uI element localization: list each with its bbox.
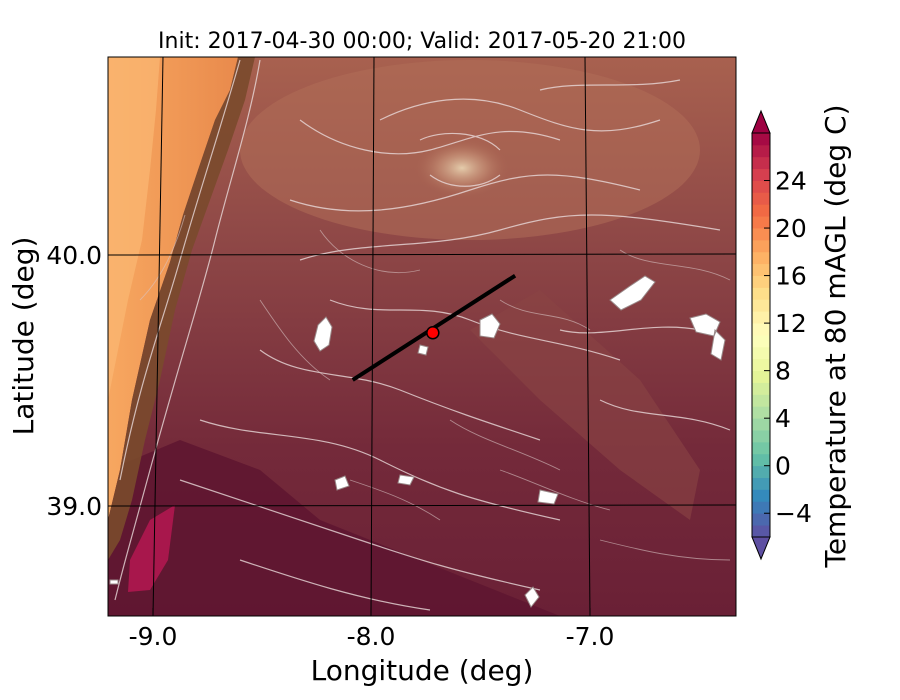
colorbar-segment bbox=[752, 133, 770, 146]
gridline-lon-minus7 bbox=[584, 56, 591, 617]
colorbar-segment bbox=[752, 525, 770, 538]
gridline-lon-minus9 bbox=[152, 56, 164, 617]
x-axis-label: Longitude (deg) bbox=[311, 654, 534, 687]
colorbar-segment bbox=[752, 311, 770, 324]
hot-pixel-area bbox=[128, 505, 175, 592]
colorbar-segment bbox=[752, 180, 770, 193]
colorbar-segment bbox=[752, 441, 770, 455]
colorbar-segment bbox=[752, 216, 770, 229]
colorbar-segment bbox=[752, 323, 770, 336]
x-tick-label-minus7: -7.0 bbox=[566, 622, 615, 651]
gridline-lat-40 bbox=[107, 253, 737, 256]
x-tick-label-minus8: -8.0 bbox=[347, 622, 396, 651]
colorbar-segment bbox=[752, 489, 770, 502]
colorbar-segment bbox=[752, 394, 770, 407]
colorbar-ticks: −4 0 4 8 12 16 20 24 bbox=[764, 167, 812, 528]
colorbar-segment bbox=[752, 287, 770, 300]
colorbar-segment bbox=[752, 263, 770, 276]
colorbar-segment bbox=[752, 382, 770, 395]
colorbar-segment bbox=[752, 346, 770, 360]
gridline-lat-39 bbox=[107, 504, 737, 507]
colorbar-segment bbox=[752, 418, 770, 431]
colorbar-tick-label: 16 bbox=[775, 262, 807, 291]
colorbar-segment bbox=[752, 477, 770, 490]
colorbar-segment bbox=[752, 204, 770, 217]
colorbar-segment bbox=[752, 168, 770, 181]
colorbar-segment bbox=[752, 156, 770, 170]
colorbar-segment bbox=[752, 465, 770, 478]
colorbar-extend-min bbox=[751, 536, 771, 561]
warm-hotspot bbox=[414, 138, 510, 198]
colorbar-tick-label: 12 bbox=[775, 309, 807, 338]
colorbar-segment bbox=[752, 251, 770, 265]
y-ticks bbox=[108, 254, 116, 507]
colorbar bbox=[751, 109, 771, 561]
colorbar-tick-label: 0 bbox=[775, 452, 791, 481]
temperature-field bbox=[108, 57, 736, 616]
contour-lines bbox=[114, 59, 731, 611]
colorbar-segment bbox=[752, 275, 770, 288]
colorbar-segment bbox=[752, 358, 770, 372]
colorbar-segment bbox=[752, 513, 770, 526]
chart-title: Init: 2017-04-30 00:00; Valid: 2017-05-2… bbox=[158, 29, 686, 54]
colorbar-label: Temperature at 80 mAGL (deg C) bbox=[819, 104, 852, 568]
colorbar-segment bbox=[752, 406, 770, 419]
x-ticks bbox=[152, 608, 591, 616]
colorbar-tick-label: 8 bbox=[775, 357, 791, 386]
plot-frame bbox=[107, 56, 737, 617]
colorbar-segment bbox=[752, 370, 770, 383]
colorbar-segment bbox=[752, 239, 770, 253]
colorbar-segment bbox=[752, 228, 770, 241]
colorbar-segment bbox=[752, 430, 770, 443]
dark-lowland bbox=[108, 440, 560, 616]
colorbar-segment bbox=[752, 501, 770, 514]
colorbar-segment bbox=[752, 335, 770, 348]
coastal-transition bbox=[108, 57, 255, 560]
colorbar-tick-label: −4 bbox=[775, 499, 812, 528]
contour-lines-secondary bbox=[139, 214, 731, 561]
y-tick-label-39: 39.0 bbox=[46, 492, 102, 521]
colorbar-segment bbox=[752, 192, 770, 205]
masked-areas bbox=[109, 275, 726, 608]
site-marker bbox=[426, 326, 440, 340]
coastal-inner-band bbox=[108, 57, 160, 400]
colorbar-tick-label: 24 bbox=[775, 167, 807, 196]
gridline-lon-minus8 bbox=[370, 56, 375, 617]
y-axis-label: Latitude (deg) bbox=[7, 237, 40, 436]
gridlines bbox=[107, 56, 737, 617]
colorbar-tick-label: 4 bbox=[775, 404, 791, 433]
warm-band bbox=[470, 290, 700, 520]
colorbar-tick-label: 20 bbox=[775, 214, 807, 243]
x-tick-label-minus9: -9.0 bbox=[129, 622, 178, 651]
colorbar-frame bbox=[751, 132, 771, 538]
colorbar-segment bbox=[752, 144, 770, 158]
y-tick-label-40: 40.0 bbox=[46, 241, 102, 270]
colorbar-segment bbox=[752, 453, 770, 467]
colorbar-segment bbox=[752, 299, 770, 312]
colorbar-extend-max bbox=[751, 109, 771, 134]
